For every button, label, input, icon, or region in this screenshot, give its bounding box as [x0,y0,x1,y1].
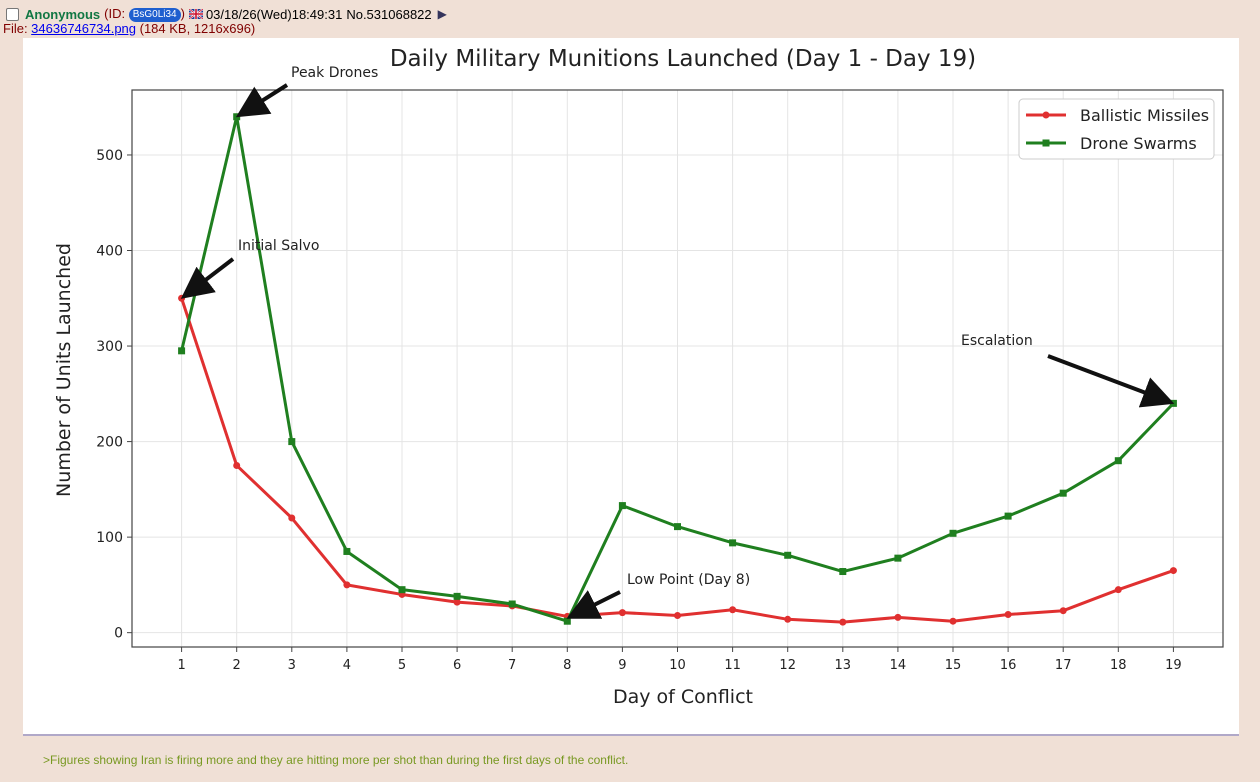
x-tick-label: 13 [835,658,852,673]
data-point [894,613,902,621]
data-point [178,347,186,355]
data-point [729,539,737,547]
x-tick-label: 11 [724,658,741,673]
data-point [729,606,737,614]
y-tick-label: 100 [96,530,123,546]
post-image[interactable]: Daily Military Munitions Launched (Day 1… [23,38,1239,736]
data-point [343,581,351,589]
x-tick-label: 15 [945,658,962,673]
x-tick-label: 18 [1110,658,1127,673]
post-comment-greentext: >Figures showing Iran is firing more and… [43,753,629,767]
annotation-arrow [1047,354,1175,408]
chart-legend: Ballistic Missiles Drone Swarms [1018,98,1215,160]
post-datetime: 03/18/26(Wed)18:49:31 [205,6,343,22]
poster-id-wrap: (ID: BsG0Li34) [104,6,185,22]
x-tick-label: 14 [890,658,907,673]
x-tick-label: 1 [177,658,185,673]
x-tick-label: 5 [398,658,406,673]
x-tick-label: 4 [343,658,351,673]
data-point [508,600,516,608]
y-tick-label: 300 [96,339,123,355]
data-point [839,568,847,576]
y-tick-label: 500 [96,148,123,164]
post-header: Anonymous (ID: BsG0Li34) 03/18/26(Wed)18… [6,5,447,23]
data-point [1114,586,1122,594]
post-number-link[interactable]: No.531068822 [346,6,432,22]
poster-name: Anonymous [25,6,101,22]
x-tick-label: 10 [669,658,686,673]
data-point [1059,607,1067,615]
triangle-right-icon[interactable]: ▶ [437,7,447,21]
data-point [1114,457,1122,465]
file-info: File: 34636746734.png (184 KB, 1216x696) [3,21,255,36]
file-link[interactable]: 34636746734.png [31,21,137,36]
data-point [398,586,406,594]
data-point [674,611,681,619]
data-point [563,617,571,625]
data-point [233,113,241,121]
annotation-arrow [180,257,235,299]
uk-flag-icon [188,9,203,19]
x-tick-label: 12 [779,658,796,673]
x-tick-label: 8 [563,658,571,673]
x-tick-label: 9 [618,658,626,673]
data-point [288,438,296,446]
annotation-arrow [566,590,621,619]
data-point [453,592,461,600]
data-point [1169,567,1177,575]
x-tick-label: 2 [233,658,241,673]
chart-title: Daily Military Munitions Launched (Day 1… [390,46,976,72]
data-point [1004,611,1012,619]
data-point [1059,489,1067,497]
post-select-checkbox[interactable] [6,7,19,21]
annotation-label: Low Point (Day 8) [627,572,750,588]
data-point [949,617,957,625]
y-tick-label: 200 [96,435,123,451]
data-point [178,294,186,302]
y-axis-label: Number of Units Launched [53,243,75,497]
data-point [233,461,241,469]
file-prefix: File: [3,21,32,36]
file-meta: (184 KB, 1216x696) [136,21,256,36]
x-axis-label: Day of Conflict [613,686,753,708]
x-tick-label: 7 [508,658,516,673]
annotation-label: Peak Drones [291,65,378,81]
data-point [618,502,626,510]
x-tick-label: 19 [1165,658,1182,673]
poster-id-prefix: (ID: [104,6,129,21]
data-point [453,598,461,606]
annotation-label: Escalation [961,333,1033,349]
x-tick-label: 17 [1055,658,1072,673]
annotation-label: Initial Salvo [238,238,319,254]
x-tick-label: 16 [1000,658,1017,673]
data-point [343,547,351,555]
annotation-arrow [235,83,289,118]
data-point [1169,399,1177,407]
data-point [1004,512,1012,520]
munitions-line-chart: Daily Military Munitions Launched (Day 1… [53,46,1224,708]
poster-id-suffix: ) [180,6,185,21]
data-point [949,529,957,537]
poster-id-badge[interactable]: BsG0Li34 [128,8,181,22]
data-point [784,615,792,623]
legend-label: Drone Swarms [1080,134,1197,153]
x-tick-label: 6 [453,658,461,673]
data-point [674,523,681,531]
data-point [288,514,296,522]
legend-swatch-marker [1042,111,1050,119]
data-point [894,554,902,562]
x-tick-label: 3 [288,658,296,673]
data-point [618,609,626,617]
legend-swatch-marker [1042,139,1050,147]
data-point [839,618,847,626]
y-tick-label: 0 [114,626,123,642]
legend-label: Ballistic Missiles [1080,106,1209,125]
data-point [784,551,792,559]
y-tick-label: 400 [96,244,123,260]
